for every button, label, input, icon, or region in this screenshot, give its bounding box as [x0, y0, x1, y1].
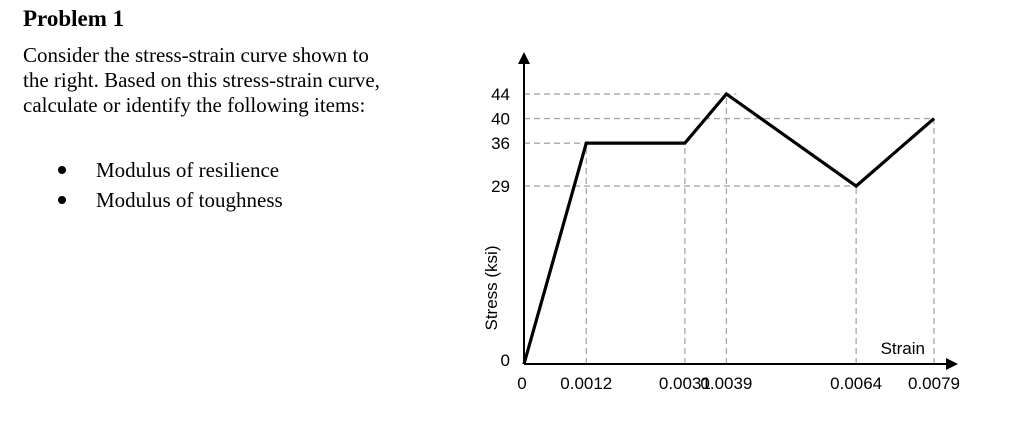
- y-tick-label: 29: [491, 177, 510, 196]
- grid-lines: [524, 93, 935, 364]
- list-item: Modulus of toughness: [55, 185, 283, 215]
- axes: [518, 52, 958, 370]
- y-tick-label: 44: [491, 85, 510, 104]
- x-tick-label: 0.0039: [700, 374, 752, 393]
- statement-line: the right. Based on this stress-strain c…: [23, 68, 380, 92]
- list-item-label: Modulus of resilience: [96, 158, 280, 182]
- problem-title: Problem 1: [23, 6, 125, 31]
- x-tick-label: 0: [517, 374, 526, 393]
- statement-line: calculate or identify the following item…: [23, 93, 366, 117]
- x-tick-label: 0.0031: [659, 374, 711, 393]
- y-axis-label: Stress (ksi): [482, 246, 501, 331]
- stress-strain-curve: [522, 91, 936, 365]
- bullet-icon: [58, 166, 66, 174]
- bullet-icon: [58, 196, 66, 204]
- y-tick-label: 40: [491, 110, 510, 129]
- y-axis-arrow-icon: [518, 52, 530, 64]
- statement-line: Consider the stress-strain curve shown t…: [23, 43, 369, 67]
- list-item-label: Modulus of toughness: [96, 188, 283, 212]
- problem-statement: Consider the stress-strain curve shown t…: [23, 43, 447, 118]
- x-tick-label: 0.0079: [908, 374, 960, 393]
- item-list: Modulus of resilience Modulus of toughne…: [55, 155, 283, 215]
- y-tick-label: 0: [501, 351, 510, 370]
- x-tick-label: 0.0064: [830, 374, 882, 393]
- x-axis-label: Strain: [881, 339, 925, 358]
- x-tick-label: 0.0012: [560, 374, 612, 393]
- list-item: Modulus of resilience: [55, 155, 283, 185]
- y-tick-label: 36: [491, 134, 510, 153]
- x-axis-arrow-icon: [946, 358, 958, 370]
